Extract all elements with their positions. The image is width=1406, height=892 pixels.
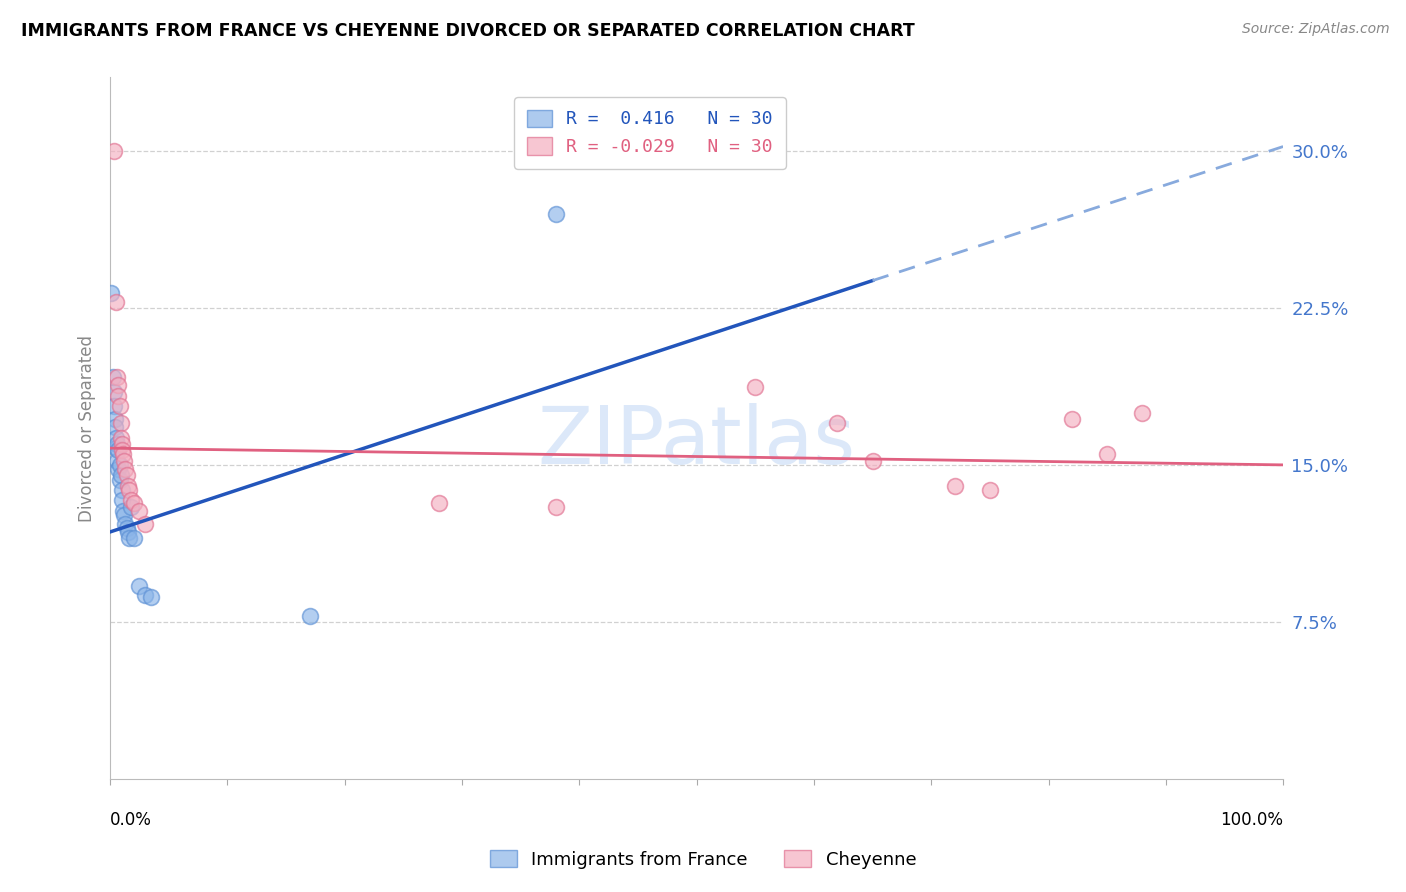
Point (112, 447, 135, 461)
Point (107, 462, 129, 476)
Point (122, 495, 145, 509)
Point (1095, 447, 1118, 461)
Point (112, 508, 135, 523)
Point (141, 590, 163, 604)
Point (115, 521, 138, 535)
Point (1060, 412, 1083, 426)
Point (100, 286, 122, 301)
Point (114, 462, 136, 476)
Point (544, 500, 567, 514)
Point (107, 378, 129, 392)
Point (112, 504, 135, 518)
Point (111, 483, 134, 497)
Point (105, 437, 128, 451)
Point (105, 370, 128, 384)
Point (120, 500, 142, 514)
Point (427, 495, 450, 509)
Point (108, 399, 131, 413)
Point (104, 412, 127, 426)
Point (827, 416, 849, 430)
Text: ZIPatlas: ZIPatlas (537, 403, 856, 482)
Point (111, 437, 134, 451)
Point (128, 504, 150, 518)
Point (112, 453, 135, 467)
Text: IMMIGRANTS FROM FRANCE VS CHEYENNE DIVORCED OR SEPARATED CORRELATION CHART: IMMIGRANTS FROM FRANCE VS CHEYENNE DIVOR… (21, 22, 915, 40)
Point (114, 516, 136, 531)
Point (544, 206, 567, 220)
Point (943, 479, 966, 493)
Legend: R =  0.416   N = 30, R = -0.029   N = 30: R = 0.416 N = 30, R = -0.029 N = 30 (515, 97, 786, 169)
Point (103, 399, 125, 413)
Point (108, 458, 131, 472)
Point (111, 443, 134, 458)
Point (134, 588, 156, 602)
Point (105, 431, 128, 445)
Point (110, 416, 132, 430)
Point (105, 441, 128, 455)
Point (118, 531, 141, 545)
Point (108, 473, 131, 487)
Point (122, 531, 145, 545)
Point (101, 370, 124, 384)
Point (107, 389, 129, 403)
Point (110, 431, 132, 445)
Point (134, 516, 156, 531)
Point (115, 468, 138, 483)
Point (111, 493, 134, 508)
Text: 0.0%: 0.0% (110, 811, 152, 829)
Point (118, 483, 141, 497)
Legend: Immigrants from France, Cheyenne: Immigrants from France, Cheyenne (482, 843, 924, 876)
Point (979, 483, 1001, 497)
Text: Source: ZipAtlas.com: Source: ZipAtlas.com (1241, 22, 1389, 37)
Point (107, 443, 129, 458)
Y-axis label: Divorced or Separated: Divorced or Separated (79, 334, 96, 522)
Text: 100.0%: 100.0% (1220, 811, 1284, 829)
Point (128, 579, 150, 593)
Point (105, 453, 128, 467)
Point (862, 453, 884, 467)
Point (744, 380, 766, 394)
Point (117, 479, 139, 493)
Point (104, 420, 127, 434)
Point (110, 468, 132, 483)
Point (103, 384, 125, 399)
Point (103, 144, 125, 158)
Point (120, 493, 142, 508)
Point (105, 294, 128, 309)
Point (117, 524, 139, 539)
Point (1130, 405, 1153, 419)
Point (298, 608, 321, 623)
